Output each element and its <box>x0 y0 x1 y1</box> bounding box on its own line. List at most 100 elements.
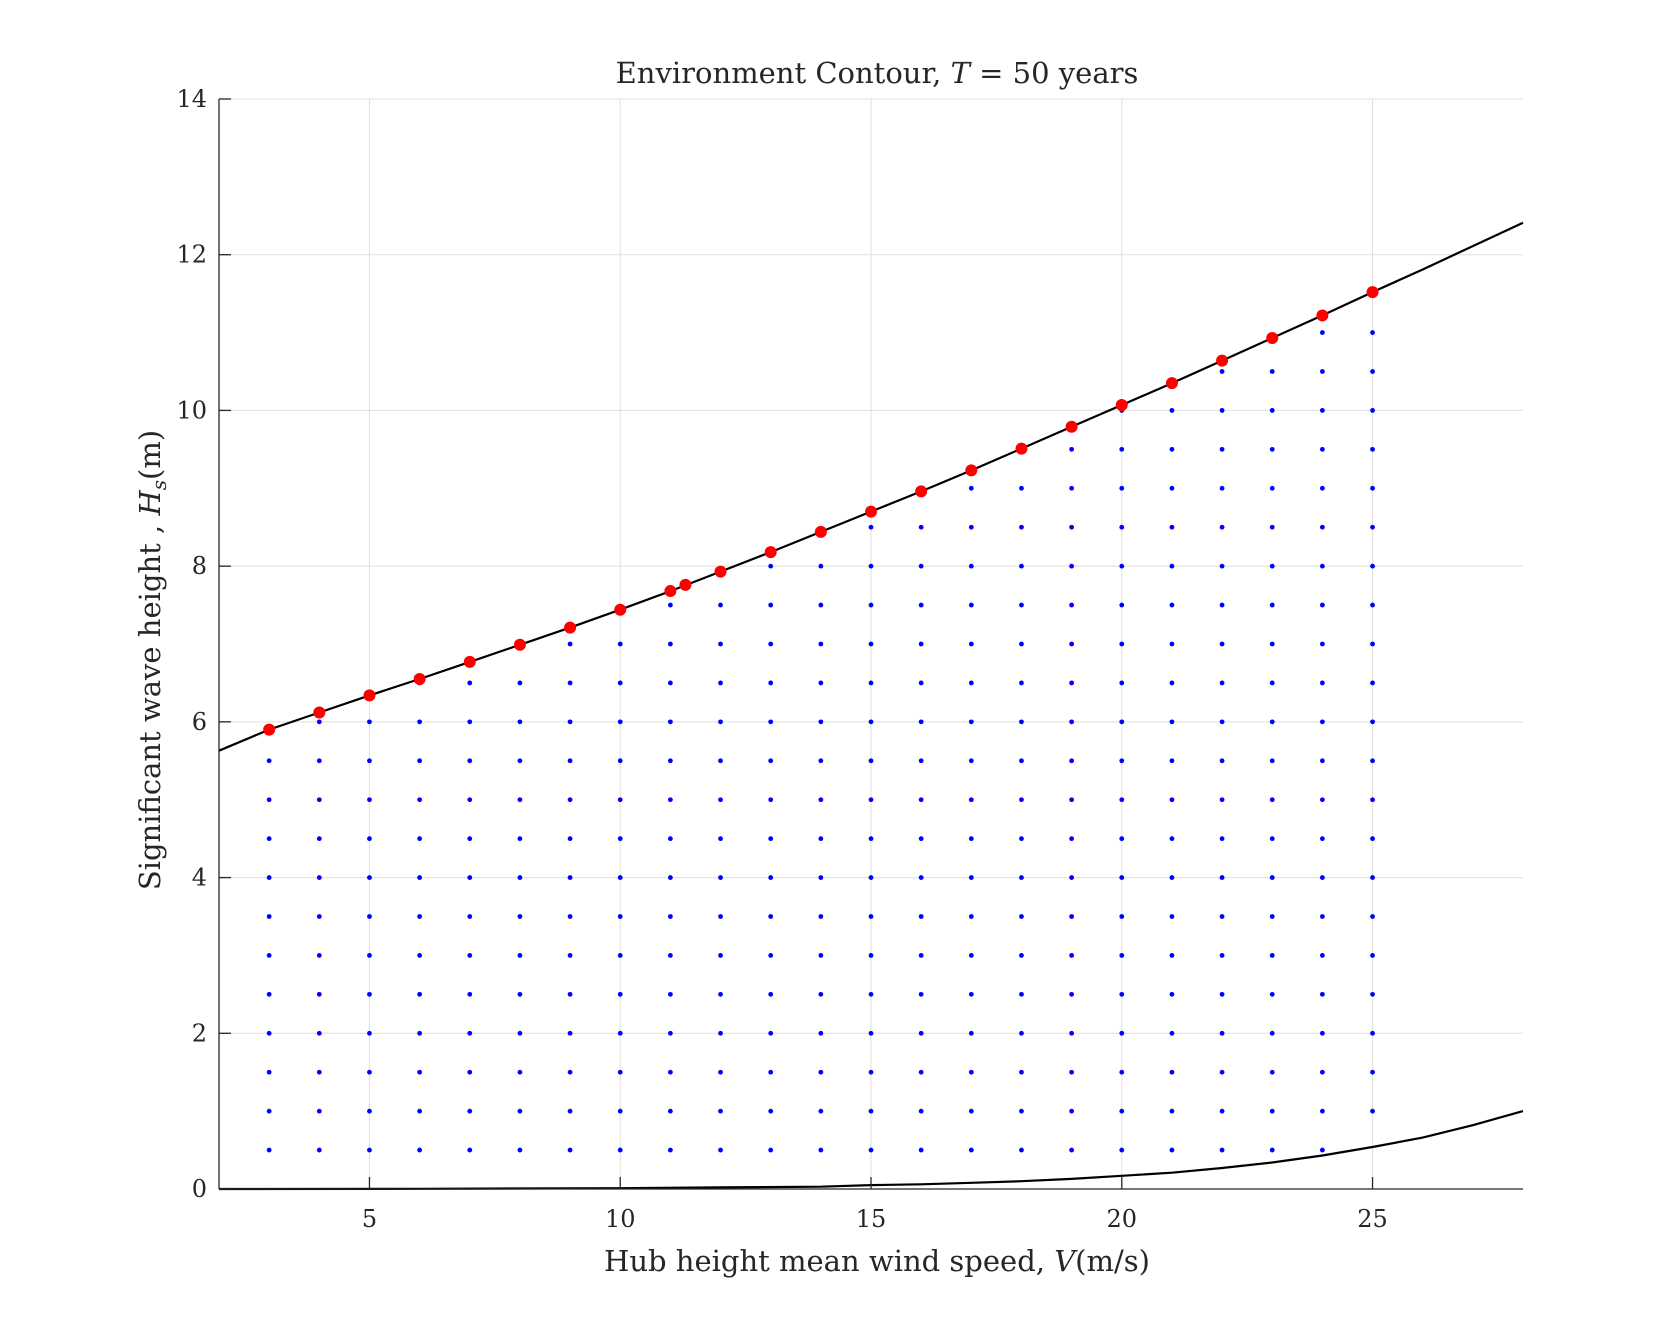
grid-point <box>1169 875 1175 880</box>
contour-point <box>363 689 376 702</box>
grid-point <box>1119 991 1125 997</box>
grid-point <box>918 758 924 764</box>
grid-point <box>1219 991 1225 997</box>
grid-point <box>868 797 874 803</box>
x-tick-label: 20 <box>1106 1205 1137 1233</box>
grid-point <box>1370 719 1375 725</box>
contour-point <box>1015 442 1028 455</box>
x-tick-label: 15 <box>856 1205 887 1233</box>
contour-point <box>313 706 326 719</box>
grid-point <box>868 641 874 647</box>
grid-point <box>1319 836 1325 842</box>
grid-point <box>417 875 423 880</box>
grid-point <box>918 1069 924 1075</box>
grid-point <box>667 641 673 647</box>
grid-point <box>667 1069 673 1075</box>
grid-point <box>1370 446 1375 452</box>
grid-point <box>667 758 673 764</box>
grid-point <box>1319 1147 1325 1153</box>
grid-point <box>1069 991 1075 997</box>
grid-point <box>316 1147 322 1153</box>
grid-point <box>667 1147 673 1153</box>
grid-point <box>1269 719 1275 725</box>
grid-point <box>1069 680 1075 686</box>
grid-point <box>1119 485 1125 491</box>
grid-point <box>1319 914 1325 919</box>
grid-point <box>1219 797 1225 803</box>
grid-point <box>367 991 372 997</box>
grid-point <box>968 563 974 569</box>
grid-point <box>1269 875 1275 880</box>
grid-point <box>1019 991 1024 997</box>
grid-point <box>367 953 372 958</box>
grid-point <box>567 1030 573 1036</box>
grid-point <box>1269 641 1275 647</box>
grid-point <box>818 1030 824 1036</box>
contour-point <box>1216 354 1229 367</box>
grid-point <box>768 797 774 803</box>
grid-point <box>667 1030 673 1036</box>
grid-point <box>417 1108 423 1114</box>
grid-point <box>1370 1108 1375 1114</box>
grid-point <box>567 758 573 764</box>
grid-point <box>1069 914 1075 919</box>
grid-point <box>1069 1030 1075 1036</box>
xlabel-prefix: Hub height mean wind speed, <box>604 1244 1054 1278</box>
y-tick-label: 6 <box>192 708 207 736</box>
grid-point <box>1019 1108 1024 1114</box>
grid-point <box>316 797 322 803</box>
grid-point <box>617 1069 623 1075</box>
grid-point <box>517 758 523 764</box>
grid-point <box>567 836 573 842</box>
grid-point <box>1370 758 1375 764</box>
grid-point <box>367 875 372 880</box>
grid-point <box>417 1147 423 1153</box>
grid-point <box>467 1030 473 1036</box>
grid-point <box>617 914 623 919</box>
grid-point <box>718 875 723 880</box>
grid-point <box>517 914 523 919</box>
lower-contour-line <box>218 1110 1524 1191</box>
grid-point <box>617 1147 623 1153</box>
x-tick-label: 10 <box>605 1205 636 1233</box>
grid-point <box>1219 914 1225 919</box>
grid-point <box>918 797 924 803</box>
grid-point <box>1219 446 1225 452</box>
grid-point <box>1119 1147 1125 1153</box>
grid-point <box>1319 758 1325 764</box>
grid-point <box>567 797 573 803</box>
grid-point <box>667 836 673 842</box>
grid-point <box>868 1069 874 1075</box>
grid-point <box>1219 602 1225 608</box>
grid-point <box>1069 602 1075 608</box>
grid-point <box>567 1069 573 1075</box>
grid-point <box>266 914 272 919</box>
grid-point <box>1370 1069 1375 1075</box>
grid-point <box>1169 1069 1175 1075</box>
grid-point <box>316 836 322 842</box>
grid-point <box>367 758 372 764</box>
grid-point <box>768 991 774 997</box>
grid-point <box>918 1147 924 1153</box>
grid-point <box>417 953 423 958</box>
grid-point <box>1019 914 1024 919</box>
grid-point <box>818 1069 824 1075</box>
grid-point <box>617 836 623 842</box>
grid-point <box>1319 719 1325 725</box>
grid-point <box>517 953 523 958</box>
xlabel-var: V <box>1054 1244 1078 1278</box>
contour-point <box>263 723 276 736</box>
grid-point <box>517 1069 523 1075</box>
grid-point <box>567 875 573 880</box>
grid-point <box>1069 836 1075 842</box>
grid-point <box>1119 953 1125 958</box>
grid-point <box>1019 680 1024 686</box>
grid-point <box>367 1030 372 1036</box>
grid-point <box>1370 369 1375 374</box>
grid-point <box>567 719 573 725</box>
contour-point <box>814 525 827 538</box>
grid-point <box>918 953 924 958</box>
grid-point <box>1319 680 1325 686</box>
grid-point <box>1269 524 1275 530</box>
